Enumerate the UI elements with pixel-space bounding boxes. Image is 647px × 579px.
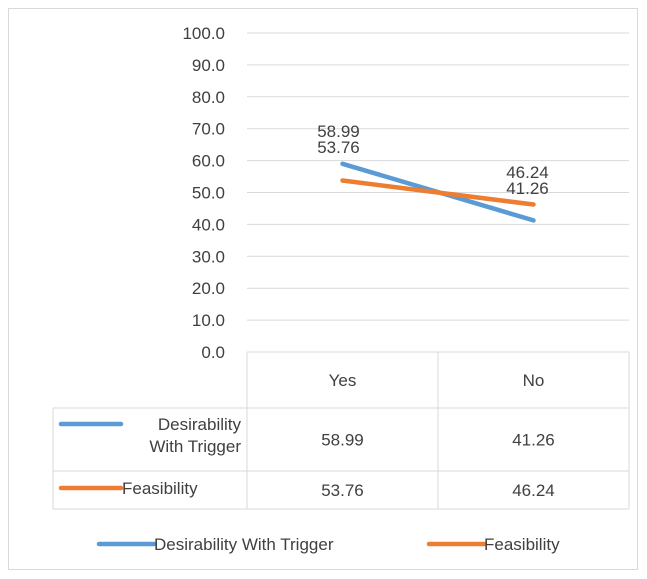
y-tick-label: 10.0 bbox=[192, 311, 225, 330]
y-tick-label: 60.0 bbox=[192, 152, 225, 171]
y-tick-label: 70.0 bbox=[192, 120, 225, 139]
table-header-cell: Yes bbox=[329, 371, 357, 390]
table-cell: 53.76 bbox=[321, 481, 364, 500]
y-tick-label: 30.0 bbox=[192, 247, 225, 266]
chart-frame: 0.0 10.0 20.0 30.0 40.0 50.0 60.0 70.0 80.0 90.0 1… bbox=[8, 8, 638, 570]
table-row-label: Feasibility bbox=[122, 479, 198, 498]
table-header-cell: No bbox=[523, 371, 545, 390]
y-tick-label: 80.0 bbox=[192, 88, 225, 107]
y-tick-label: 0.0 bbox=[201, 343, 225, 362]
y-tick-label: 100.0 bbox=[182, 24, 225, 43]
y-tick-label: 50.0 bbox=[192, 184, 225, 203]
table-cell: 46.24 bbox=[512, 481, 555, 500]
y-tick-label: 20.0 bbox=[192, 279, 225, 298]
legend-label: Desirability With Trigger bbox=[154, 535, 334, 554]
series-line-feasibility bbox=[340, 178, 536, 207]
data-label: 46.24 bbox=[506, 163, 549, 182]
table-cell: 41.26 bbox=[512, 431, 555, 450]
data-label: 58.99 bbox=[317, 122, 360, 141]
y-tick-label: 40.0 bbox=[192, 215, 225, 234]
line-chart: 0.0 10.0 20.0 30.0 40.0 50.0 60.0 70.0 80.0 90.0 1… bbox=[52, 24, 630, 554]
data-label: 41.26 bbox=[506, 179, 549, 198]
legend-label: Feasibility bbox=[484, 535, 560, 554]
data-label: 53.76 bbox=[317, 138, 360, 157]
y-tick-label: 90.0 bbox=[192, 56, 225, 75]
table-cell: 58.99 bbox=[321, 431, 364, 450]
table-row-label: With Trigger bbox=[149, 437, 241, 456]
table-row-label: Desirability bbox=[158, 415, 242, 434]
